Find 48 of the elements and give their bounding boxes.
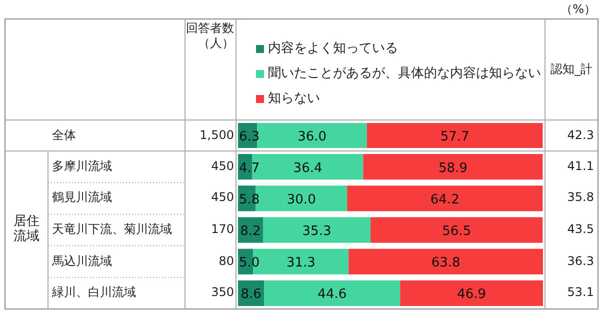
bar xyxy=(348,248,543,274)
y-tick-label: 鶴見川流域 xyxy=(52,190,112,206)
text: 回答者数（人） xyxy=(185,21,234,51)
text: 80 xyxy=(218,254,234,269)
text: 居住流域 xyxy=(12,214,40,244)
data-label: 36.0 xyxy=(298,130,327,144)
text: 1,500 xyxy=(200,128,234,142)
legend-label: 内容をよく知っている xyxy=(268,41,398,56)
text: 認知_計 xyxy=(550,62,594,77)
data-label: 35.3 xyxy=(302,224,332,239)
data-label: 63.8 xyxy=(431,256,460,271)
text: 41.1 xyxy=(567,158,594,174)
data-label: 30.0 xyxy=(286,192,316,208)
bar xyxy=(363,154,543,180)
legend-label: 聞いたことがあるが、具体的な内容は知らない xyxy=(268,66,541,81)
data-label: 8.6 xyxy=(240,287,262,302)
data-label: 36.4 xyxy=(293,160,322,176)
y-tick-label: 天竜川下流、菊川流域 xyxy=(52,222,172,237)
data-label: 44.6 xyxy=(318,287,347,302)
text: 170 xyxy=(211,222,234,237)
bar xyxy=(347,186,543,212)
y-tick-label: 多摩川流域 xyxy=(52,158,112,174)
data-label: 8.2 xyxy=(240,224,261,239)
data-label: 58.9 xyxy=(438,160,468,176)
data-label: 64.2 xyxy=(430,192,460,208)
bar xyxy=(262,217,371,243)
data-label: 56.5 xyxy=(442,224,472,239)
bar xyxy=(257,123,367,148)
data-label: 31.3 xyxy=(286,256,316,271)
text: 350 xyxy=(211,285,234,300)
bar xyxy=(366,123,543,148)
text: （%） xyxy=(560,2,596,17)
text: 53.1 xyxy=(567,285,594,300)
y-tick-label: 緑川、白川流域 xyxy=(52,285,136,300)
bar xyxy=(400,280,543,306)
data-label: 57.7 xyxy=(440,130,470,144)
legend-label: 知らない xyxy=(268,91,320,106)
bar xyxy=(264,280,400,306)
text: 450 xyxy=(211,190,234,206)
text: 35.8 xyxy=(567,190,594,206)
text: 43.5 xyxy=(567,222,594,237)
y-tick-label: 馬込川流域 xyxy=(52,254,112,269)
y-tick-label: 全体 xyxy=(52,128,76,142)
bar xyxy=(370,217,543,243)
text: 36.3 xyxy=(567,254,594,269)
text: 450 xyxy=(211,158,234,174)
text: 42.3 xyxy=(567,128,594,142)
data-label: 46.9 xyxy=(457,287,486,302)
